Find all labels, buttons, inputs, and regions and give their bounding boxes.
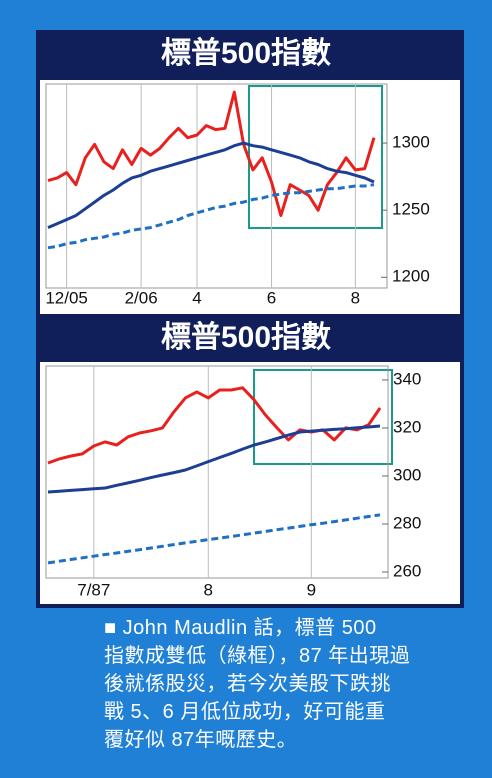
- y-tick-label: 260: [393, 561, 421, 580]
- x-tick-label: 12/05: [45, 288, 88, 307]
- series-line: [47, 513, 381, 565]
- caption-line: 覆好似 87年嘅歷史。: [104, 729, 298, 751]
- x-tick-label: 2/06: [125, 288, 158, 307]
- x-tick-label: 4: [192, 288, 201, 307]
- x-tick-label: 8: [351, 288, 360, 307]
- y-tick-label: 1300: [392, 133, 430, 152]
- plot-area: [45, 365, 389, 579]
- chart-bg: [40, 362, 460, 604]
- x-tick-label: 6: [267, 288, 276, 307]
- x-tick-label: 7/87: [77, 580, 110, 599]
- caption-line: 指數成雙低（綠框），87 年出現過: [104, 645, 411, 667]
- y-tick-label: 340: [393, 369, 421, 388]
- y-tick-label: 1200: [392, 267, 430, 286]
- caption-line: 後就係股災，若今次美股下跌挑: [104, 673, 391, 695]
- chart-title: 標普500指數: [161, 320, 331, 354]
- caption-line: ■ John Maudlin 話，標普 500: [104, 617, 377, 639]
- y-tick-label: 280: [393, 513, 421, 532]
- caption: ■ John Maudlin 話，標普 500 指數成雙低（綠框），87 年出現…: [104, 614, 474, 754]
- series-line: [47, 90, 376, 217]
- series-line: [47, 141, 375, 229]
- caption-line: 戰 5、6 月低位成功，好可能重: [104, 701, 386, 723]
- y-tick-label: 300: [393, 465, 421, 484]
- y-tick-label: 320: [393, 417, 421, 436]
- x-tick-label: 9: [307, 580, 316, 599]
- y-tick-label: 1250: [392, 200, 430, 219]
- chart-title: 標普500指數: [161, 36, 331, 70]
- chart-panel: 12/05 2/06 4 6 8 1200 1250 1300 標普500指數 7/87 8 9 260…: [36, 30, 464, 608]
- series-line: [47, 183, 375, 250]
- highlight-box: [253, 369, 393, 465]
- plot-area: [45, 83, 388, 289]
- x-tick-label: 8: [204, 580, 213, 599]
- series-line: [47, 424, 381, 494]
